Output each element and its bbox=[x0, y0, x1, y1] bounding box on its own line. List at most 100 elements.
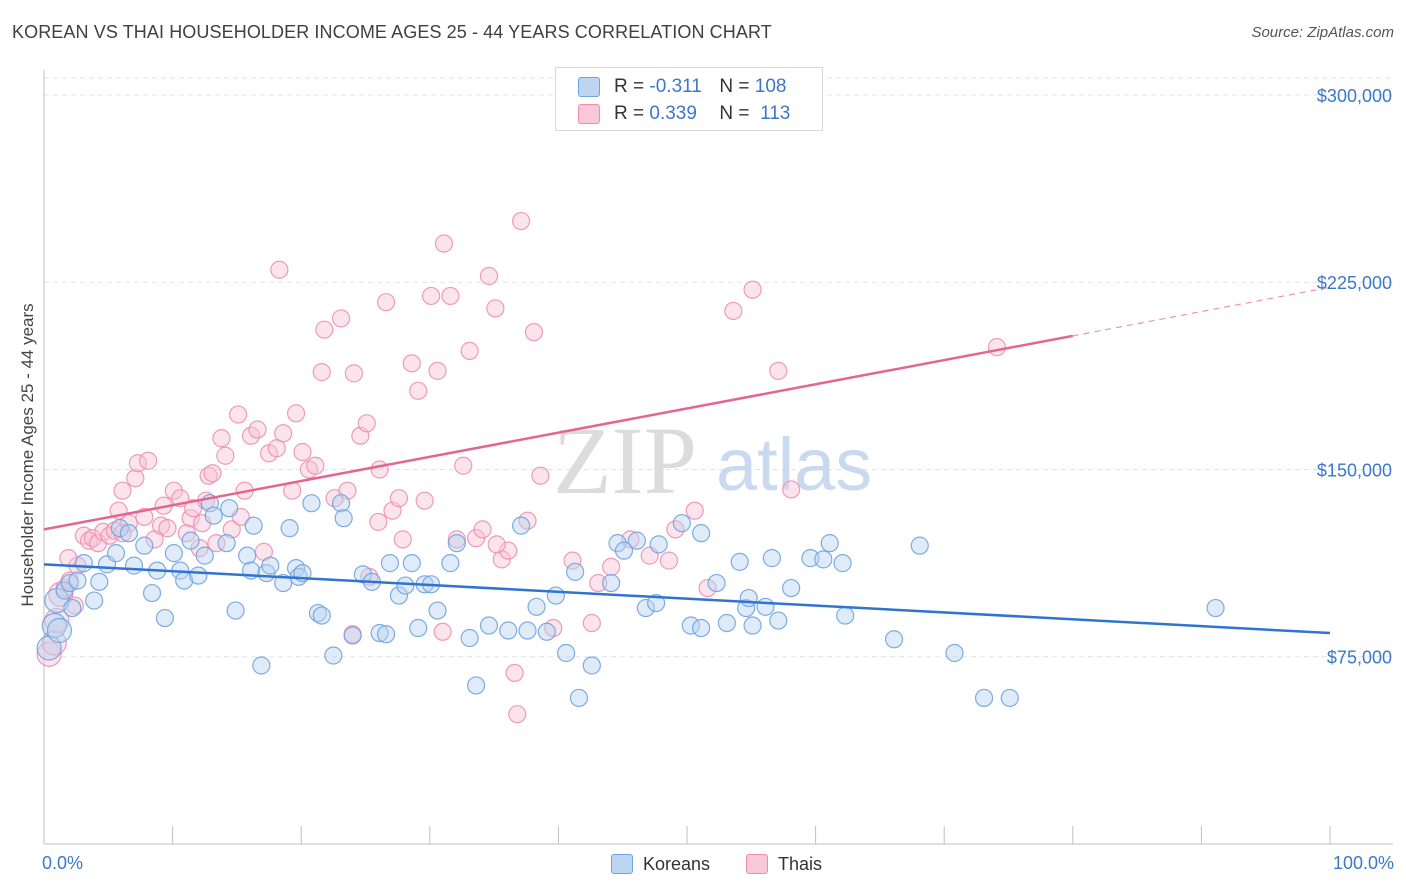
thai-r-label: R = bbox=[614, 103, 645, 124]
korean-point bbox=[181, 531, 200, 550]
thai-point bbox=[315, 320, 334, 339]
korean-point bbox=[566, 562, 585, 581]
thai-point bbox=[216, 446, 235, 465]
legend-row-korean: R = -0.311 N = 108 bbox=[578, 75, 786, 99]
thai-point bbox=[306, 456, 325, 475]
thai-point bbox=[212, 429, 231, 448]
thai-point bbox=[433, 622, 452, 641]
korean-point bbox=[124, 556, 144, 575]
korean-point bbox=[945, 643, 964, 663]
korean-point bbox=[447, 534, 466, 553]
y-tick-label: $225,000 bbox=[1317, 273, 1392, 293]
korean-point bbox=[692, 524, 711, 543]
thai-point bbox=[441, 286, 460, 306]
korean-point bbox=[331, 494, 351, 513]
thai-point bbox=[508, 705, 527, 724]
thai-point bbox=[158, 519, 177, 538]
korean-point bbox=[569, 688, 589, 708]
thai-point bbox=[531, 466, 550, 485]
korean-n-label: N = bbox=[719, 76, 750, 97]
bottom-legend-thais: Thais bbox=[746, 851, 822, 877]
thai-point bbox=[270, 260, 289, 279]
thai-point bbox=[222, 520, 241, 539]
korean-point bbox=[441, 554, 460, 573]
korean-point bbox=[499, 621, 518, 640]
thai-point bbox=[512, 211, 531, 231]
thai-point bbox=[41, 630, 67, 656]
koreans-legend-label: Koreans bbox=[643, 853, 711, 874]
thai-point bbox=[344, 364, 364, 383]
korean-point bbox=[627, 531, 646, 550]
korean-point bbox=[370, 623, 389, 643]
thai-point bbox=[370, 460, 389, 479]
thai-point bbox=[421, 286, 441, 306]
korean-point bbox=[380, 554, 400, 573]
thais-legend-swatch bbox=[746, 854, 768, 874]
korean-point bbox=[46, 617, 73, 644]
thais-legend-label: Thais bbox=[778, 853, 823, 874]
korean-point bbox=[402, 554, 421, 573]
thai-point bbox=[376, 293, 396, 312]
korean-point bbox=[762, 549, 781, 568]
korean-point bbox=[527, 597, 546, 616]
korean-point bbox=[649, 535, 668, 554]
thai-point bbox=[486, 299, 505, 318]
thai-point bbox=[357, 414, 376, 433]
thai-point bbox=[402, 354, 421, 373]
thai-point bbox=[487, 535, 506, 554]
thai-point bbox=[113, 524, 132, 543]
thai-point bbox=[207, 534, 226, 553]
korean-point bbox=[252, 656, 271, 675]
korean-point bbox=[376, 625, 396, 644]
korean-point bbox=[537, 622, 556, 641]
korean-point bbox=[334, 509, 353, 528]
korean-point bbox=[466, 676, 486, 695]
thai-point bbox=[286, 404, 306, 423]
korean-points bbox=[36, 494, 1225, 708]
korean-point bbox=[155, 608, 174, 628]
korean-point bbox=[135, 536, 154, 555]
thai-point bbox=[698, 578, 717, 598]
korean-point bbox=[68, 571, 87, 590]
watermark-zip: ZIP bbox=[553, 407, 697, 514]
korean-point bbox=[90, 572, 109, 591]
thai-point bbox=[126, 469, 145, 488]
korean-point bbox=[518, 621, 537, 640]
korean-point bbox=[396, 576, 415, 595]
korean-point bbox=[717, 613, 736, 633]
korean-point bbox=[974, 688, 994, 708]
thai-point bbox=[203, 464, 222, 483]
korean-point bbox=[220, 499, 239, 518]
korean-point bbox=[756, 597, 775, 616]
thai-point bbox=[685, 501, 704, 520]
thai-point bbox=[274, 424, 293, 443]
korean-point bbox=[672, 514, 691, 533]
thai-trendline bbox=[43, 334, 1074, 531]
thai-point bbox=[505, 663, 524, 683]
thai-point bbox=[454, 456, 473, 475]
thai-point bbox=[589, 573, 608, 593]
thai-point bbox=[602, 557, 621, 576]
korean-point bbox=[910, 536, 929, 555]
korean-point bbox=[428, 601, 447, 620]
korean-point bbox=[189, 566, 208, 585]
thai-point bbox=[473, 520, 492, 539]
korean-point bbox=[106, 544, 126, 563]
chart-title: KOREAN VS THAI HOUSEHOLDER INCOME AGES 2… bbox=[12, 22, 772, 42]
thai-point bbox=[782, 480, 801, 499]
thai-point bbox=[415, 491, 434, 510]
thai-point bbox=[312, 363, 331, 382]
korean-point bbox=[782, 578, 801, 598]
korean-point bbox=[582, 656, 601, 675]
korean-point bbox=[814, 550, 833, 569]
korean-point bbox=[324, 646, 343, 665]
korean-point bbox=[195, 546, 214, 565]
korean-point bbox=[217, 534, 236, 553]
watermark: ZIP atlas bbox=[553, 407, 872, 514]
korean-point bbox=[833, 554, 852, 573]
korean-point bbox=[707, 573, 726, 593]
bottom-legend-koreans: Koreans bbox=[611, 851, 710, 877]
korean-point bbox=[512, 516, 531, 535]
korean-point bbox=[479, 616, 499, 635]
korean-r-value: -0.311 bbox=[649, 76, 702, 97]
